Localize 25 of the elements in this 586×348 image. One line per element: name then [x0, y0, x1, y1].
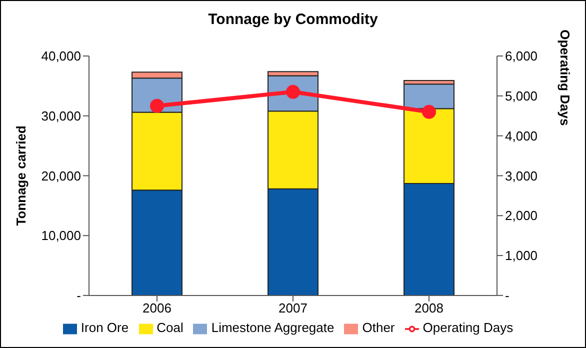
legend-label: Iron Ore	[80, 320, 129, 336]
legend-label: Other	[362, 320, 395, 336]
point	[422, 104, 436, 119]
x-tick-label: 2007	[278, 300, 308, 316]
y-tick-label: -	[76, 288, 81, 304]
x-tick-label: 2008	[414, 300, 444, 316]
y2-axis-title: Operating Days	[557, 30, 572, 126]
y-tick-label: 40,000	[41, 48, 81, 64]
y2-tick-label: -	[505, 288, 510, 304]
y2-tick-label: 3,000	[505, 168, 538, 184]
legend-label: Coal	[156, 320, 184, 336]
y-tick-label: 20,000	[41, 168, 81, 184]
y2-tick-label: 2,000	[505, 208, 538, 224]
point	[150, 98, 164, 113]
y2-tick-label: 1,000	[505, 248, 538, 264]
y-axis-title: Tonnage carried	[14, 125, 29, 226]
chart-title: Tonnage by Commodity	[207, 11, 379, 28]
y2-tick-label: 6,000	[505, 48, 538, 64]
y2-tick-label: 4,000	[505, 128, 538, 144]
y2-tick-label: 5,000	[505, 88, 538, 104]
legend-label: Limestone Aggregate	[211, 320, 334, 336]
x-tick-label: 2006	[142, 300, 172, 316]
y-tick-label: 10,000	[41, 228, 81, 244]
y-tick-label: 30,000	[41, 108, 81, 124]
legend-label: Operating Days	[422, 320, 514, 336]
